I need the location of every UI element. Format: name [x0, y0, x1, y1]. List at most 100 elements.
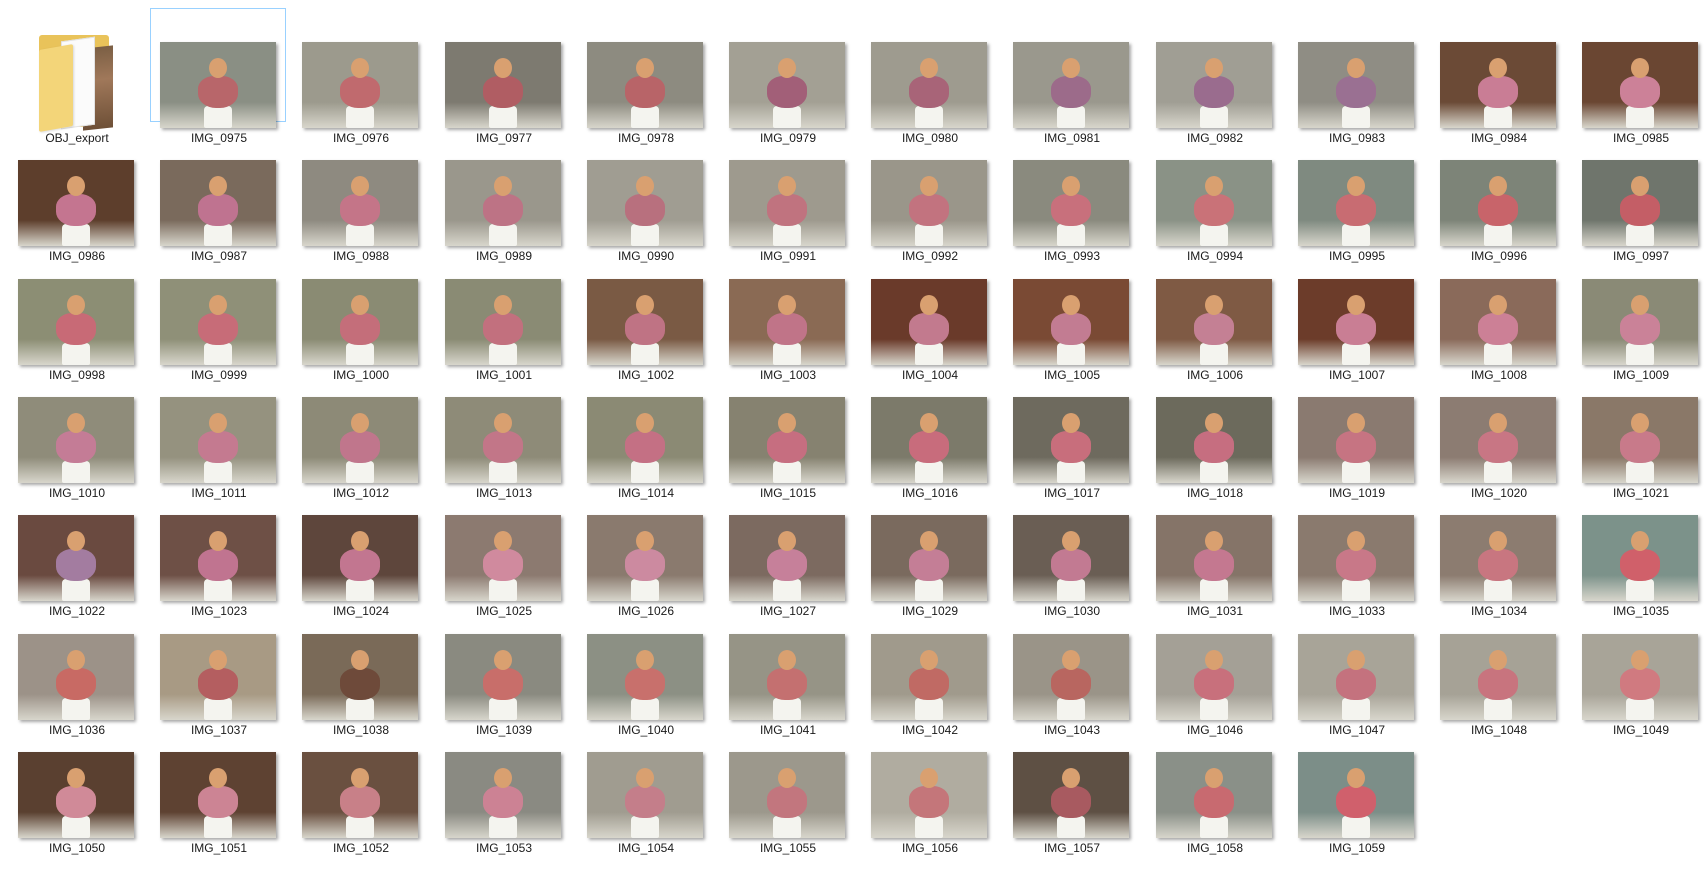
thumbnail-image — [1582, 42, 1698, 128]
file-item[interactable]: IMG_0990 — [577, 126, 713, 263]
file-item[interactable]: IMG_0996 — [1430, 126, 1566, 263]
file-item[interactable]: IMG_1025 — [435, 481, 571, 618]
file-item[interactable]: IMG_1034 — [1430, 481, 1566, 618]
file-name-label: IMG_1047 — [1328, 723, 1386, 737]
file-item[interactable]: IMG_1031 — [1146, 481, 1282, 618]
file-item[interactable]: IMG_1007 — [1288, 245, 1424, 382]
file-item[interactable]: IMG_1017 — [1003, 363, 1139, 500]
file-item[interactable]: IMG_1019 — [1288, 363, 1424, 500]
file-item[interactable]: IMG_1008 — [1430, 245, 1566, 382]
file-item[interactable]: IMG_1006 — [1146, 245, 1282, 382]
file-item[interactable]: IMG_1020 — [1430, 363, 1566, 500]
file-item[interactable]: IMG_1015 — [719, 363, 855, 500]
file-item[interactable]: IMG_1051 — [150, 718, 286, 855]
file-item[interactable]: IMG_1049 — [1572, 600, 1706, 737]
file-item[interactable]: IMG_1039 — [435, 600, 571, 737]
file-name-label: IMG_1031 — [1186, 604, 1244, 618]
file-item[interactable]: IMG_1004 — [861, 245, 997, 382]
thumbnail-image — [729, 397, 845, 483]
file-item[interactable]: IMG_1027 — [719, 481, 855, 618]
file-item[interactable]: IMG_1013 — [435, 363, 571, 500]
file-item[interactable]: IMG_1014 — [577, 363, 713, 500]
file-item[interactable]: IMG_0993 — [1003, 126, 1139, 263]
file-item[interactable]: IMG_0984 — [1430, 8, 1566, 145]
file-item[interactable]: IMG_0995 — [1288, 126, 1424, 263]
file-item[interactable]: IMG_0983 — [1288, 8, 1424, 145]
file-item[interactable]: IMG_1052 — [292, 718, 428, 855]
file-item[interactable]: IMG_1046 — [1146, 600, 1282, 737]
file-item[interactable]: IMG_0975 — [150, 8, 286, 145]
thumbnail-image — [160, 634, 276, 720]
file-item[interactable]: IMG_1018 — [1146, 363, 1282, 500]
folder-item-obj-export[interactable]: OBJ_export — [8, 8, 144, 145]
file-name-label: IMG_1026 — [617, 604, 675, 618]
file-item[interactable]: IMG_1016 — [861, 363, 997, 500]
file-item[interactable]: IMG_0998 — [8, 245, 144, 382]
file-item[interactable]: IMG_1012 — [292, 363, 428, 500]
file-item[interactable]: IMG_1041 — [719, 600, 855, 737]
file-item[interactable]: IMG_0979 — [719, 8, 855, 145]
file-item[interactable]: IMG_1035 — [1572, 481, 1706, 618]
file-item[interactable]: IMG_1029 — [861, 481, 997, 618]
file-item[interactable]: IMG_0980 — [861, 8, 997, 145]
file-item[interactable]: IMG_1009 — [1572, 245, 1706, 382]
thumbnail-image — [445, 279, 561, 365]
file-item[interactable]: IMG_1005 — [1003, 245, 1139, 382]
file-item[interactable]: IMG_1036 — [8, 600, 144, 737]
file-item[interactable]: IMG_0989 — [435, 126, 571, 263]
file-item[interactable]: IMG_1003 — [719, 245, 855, 382]
file-name-label: IMG_1027 — [759, 604, 817, 618]
file-item[interactable]: IMG_1022 — [8, 481, 144, 618]
file-item[interactable]: IMG_1054 — [577, 718, 713, 855]
file-item[interactable]: IMG_0987 — [150, 126, 286, 263]
file-item[interactable]: IMG_1021 — [1572, 363, 1706, 500]
thumbnail-image — [729, 752, 845, 838]
file-item[interactable]: IMG_1037 — [150, 600, 286, 737]
file-name-label: IMG_1025 — [475, 604, 533, 618]
file-item[interactable]: IMG_1038 — [292, 600, 428, 737]
file-item[interactable]: IMG_1010 — [8, 363, 144, 500]
file-item[interactable]: IMG_1058 — [1146, 718, 1282, 855]
file-name-label: IMG_1038 — [332, 723, 390, 737]
thumbnail-image — [1582, 634, 1698, 720]
file-item[interactable]: IMG_1026 — [577, 481, 713, 618]
file-item[interactable]: IMG_1050 — [8, 718, 144, 855]
file-item[interactable]: IMG_0992 — [861, 126, 997, 263]
file-name-label: IMG_1050 — [48, 841, 106, 855]
file-item[interactable]: IMG_1030 — [1003, 481, 1139, 618]
file-item[interactable]: IMG_1011 — [150, 363, 286, 500]
file-item[interactable]: IMG_0978 — [577, 8, 713, 145]
file-item[interactable]: IMG_1000 — [292, 245, 428, 382]
file-item[interactable]: IMG_1055 — [719, 718, 855, 855]
file-item[interactable]: IMG_1059 — [1288, 718, 1424, 855]
file-item[interactable]: IMG_0981 — [1003, 8, 1139, 145]
file-item[interactable]: IMG_0986 — [8, 126, 144, 263]
file-item[interactable]: IMG_0999 — [150, 245, 286, 382]
file-item[interactable]: IMG_0988 — [292, 126, 428, 263]
file-item[interactable]: IMG_1056 — [861, 718, 997, 855]
file-item[interactable]: IMG_0982 — [1146, 8, 1282, 145]
file-item[interactable]: IMG_0997 — [1572, 126, 1706, 263]
file-item[interactable]: IMG_1048 — [1430, 600, 1566, 737]
file-item[interactable]: IMG_1023 — [150, 481, 286, 618]
file-item[interactable]: IMG_1040 — [577, 600, 713, 737]
thumbnail-image — [1156, 515, 1272, 601]
file-item[interactable]: IMG_0994 — [1146, 126, 1282, 263]
file-item[interactable]: IMG_1053 — [435, 718, 571, 855]
file-item[interactable]: IMG_1033 — [1288, 481, 1424, 618]
file-item[interactable]: IMG_1043 — [1003, 600, 1139, 737]
file-item[interactable]: IMG_1002 — [577, 245, 713, 382]
file-name-label: IMG_0993 — [1043, 249, 1101, 263]
file-item[interactable]: IMG_1057 — [1003, 718, 1139, 855]
file-item[interactable]: IMG_0991 — [719, 126, 855, 263]
file-item[interactable]: IMG_0985 — [1572, 8, 1706, 145]
file-item[interactable]: IMG_1024 — [292, 481, 428, 618]
file-name-label: IMG_0977 — [475, 131, 533, 145]
file-item[interactable]: IMG_1001 — [435, 245, 571, 382]
file-item[interactable]: IMG_0976 — [292, 8, 428, 145]
file-name-label: IMG_1037 — [190, 723, 248, 737]
file-item[interactable]: IMG_1047 — [1288, 600, 1424, 737]
file-name-label: IMG_1018 — [1186, 486, 1244, 500]
file-item[interactable]: IMG_1042 — [861, 600, 997, 737]
file-item[interactable]: IMG_0977 — [435, 8, 571, 145]
